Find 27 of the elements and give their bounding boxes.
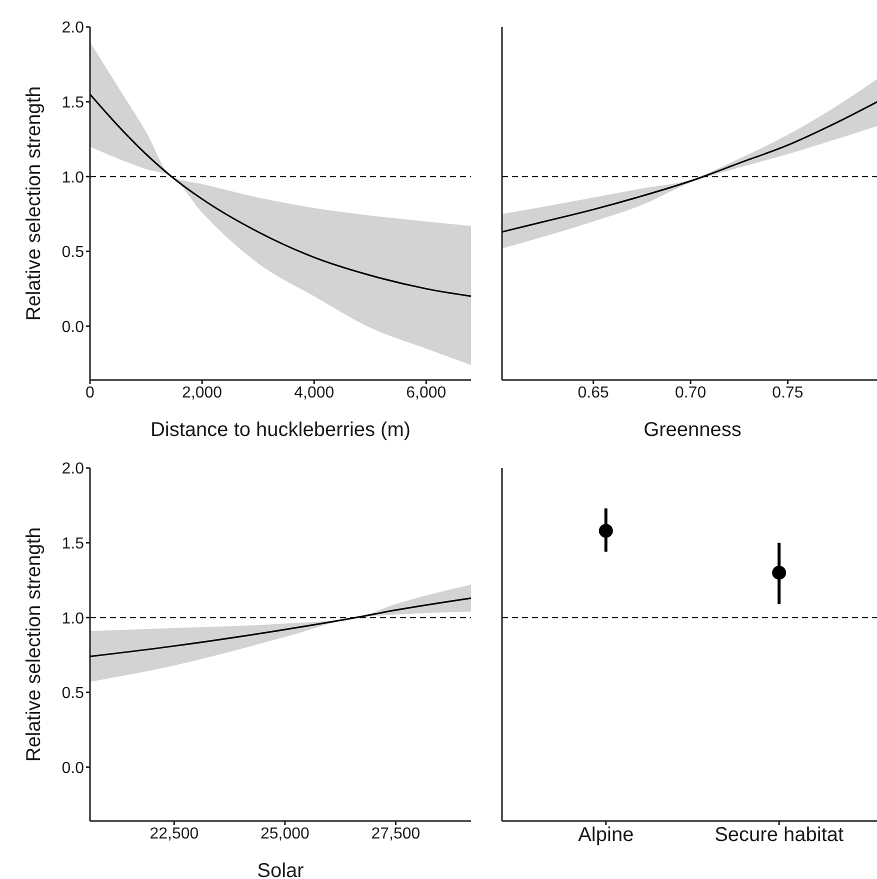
x-tick-label: 0.70 (674, 384, 706, 402)
x-tick-label: 0 (86, 384, 95, 402)
x-tick-label: 22,500 (150, 825, 199, 842)
y-tick-label: 1.5 (62, 535, 84, 552)
x-tick-label: 0.65 (578, 384, 610, 402)
x-tick-label: 25,000 (260, 825, 310, 842)
y-tick-label: 0.5 (62, 685, 84, 702)
y-tick-label: 2.0 (62, 20, 84, 37)
y-tick-label: 1.5 (62, 94, 84, 112)
y-axis-title: Relative selection strength (23, 86, 46, 321)
x-tick-label: 2,000 (182, 384, 222, 402)
x-tick-label: 0.75 (772, 384, 804, 402)
x-tick-label: 6,000 (406, 384, 446, 402)
y-tick-label: 1.0 (62, 610, 84, 628)
x-axis-title: Greenness (644, 419, 742, 441)
x-tick-label: Secure habitat (714, 824, 844, 846)
x-axis-title: Distance to huckleberries (m) (150, 419, 411, 441)
x-tick-label: 4,000 (294, 384, 334, 402)
x-tick-label: 27,500 (371, 825, 420, 842)
y-tick-label: 0.0 (62, 760, 84, 777)
x-tick-label: Alpine (578, 824, 634, 846)
x-axis-title: Solar (257, 860, 304, 879)
y-tick-label: 1.0 (62, 169, 84, 186)
y-tick-label: 0.5 (62, 244, 84, 262)
y-axis-title: Relative selection strength (23, 527, 46, 762)
y-tick-label: 2.0 (62, 460, 84, 478)
y-tick-label: 0.0 (62, 318, 84, 336)
